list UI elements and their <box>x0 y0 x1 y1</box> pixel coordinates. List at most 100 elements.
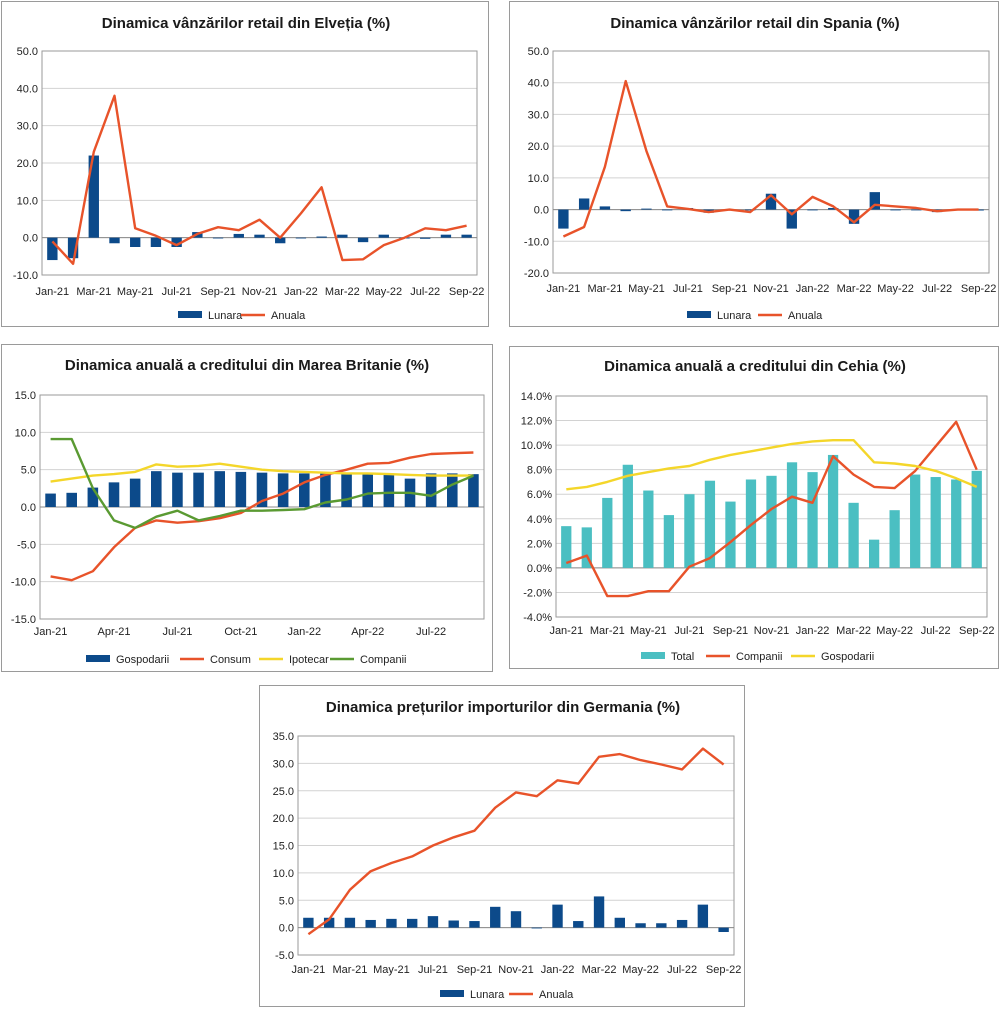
bar <box>88 155 99 238</box>
bar <box>971 470 982 568</box>
x-tick-label: Jul-21 <box>162 286 192 298</box>
legend-label: Companii <box>360 654 406 666</box>
plot-area <box>555 395 988 618</box>
bar <box>357 237 369 243</box>
chart-svg-spania: Dinamica vânzărilor retail din Spania (%… <box>524 15 996 322</box>
x-tick-label: May-21 <box>373 964 410 976</box>
x-tick-label: Jan-22 <box>284 286 318 298</box>
chart-svg-elvetia: Dinamica vânzărilor retail din Elveția (… <box>13 15 484 322</box>
bar <box>593 896 605 928</box>
bar <box>558 209 569 229</box>
legend-label: Anuala <box>539 989 574 1001</box>
bar <box>684 494 695 568</box>
plot-area <box>552 50 990 274</box>
y-tick-label: -15.0 <box>11 614 36 626</box>
series-line-anuala <box>562 79 979 238</box>
bar <box>129 478 141 507</box>
x-tick-label: Jul-22 <box>416 626 446 638</box>
x-tick-label: Jan-22 <box>541 964 575 976</box>
series-line-gospodarii <box>566 438 978 491</box>
bar <box>697 904 709 928</box>
bar <box>662 209 673 211</box>
bar <box>807 472 818 568</box>
y-tick-label: -2.0% <box>523 587 552 599</box>
bar <box>643 490 654 568</box>
bar <box>599 206 611 210</box>
x-tick-label: Sep-21 <box>200 286 235 298</box>
bar <box>212 237 224 239</box>
legend-label: Anuala <box>788 310 823 322</box>
series-line-ipotecar <box>50 462 474 483</box>
bar <box>531 927 542 929</box>
bar <box>973 209 984 211</box>
bar <box>641 208 652 210</box>
bar <box>614 917 625 928</box>
bar <box>930 477 941 568</box>
y-tick-label: 35.0 <box>273 731 294 743</box>
x-tick-label: Nov-21 <box>498 964 533 976</box>
bar <box>848 209 860 224</box>
series-line-consum <box>50 451 474 582</box>
y-tick-label: 0.0 <box>279 923 294 935</box>
y-tick-label: 0.0 <box>21 502 36 514</box>
legend-label: Lunara <box>470 989 505 1001</box>
x-tick-label: Jul-21 <box>162 626 192 638</box>
series-line-companii <box>565 420 978 598</box>
x-tick-label: May-21 <box>630 625 667 637</box>
bar <box>869 192 880 210</box>
bar <box>578 198 590 210</box>
legend-label: Lunara <box>208 310 243 322</box>
legend-swatch <box>440 990 464 997</box>
bar <box>889 510 900 568</box>
y-tick-label: 6.0% <box>527 489 552 501</box>
x-tick-label: Jan-21 <box>292 964 326 976</box>
y-tick-label: -20.0 <box>524 268 549 280</box>
bar <box>468 474 479 507</box>
bar <box>235 471 247 507</box>
x-tick-label: Jul-21 <box>673 283 703 295</box>
y-tick-label: 5.0 <box>279 895 294 907</box>
x-tick-label: Oct-21 <box>224 626 257 638</box>
y-tick-label: -5.0 <box>275 950 294 962</box>
x-tick-label: Jan-22 <box>796 625 830 637</box>
bar <box>765 193 777 210</box>
x-tick-label: Jan-21 <box>34 626 68 638</box>
y-tick-label: 40.0 <box>528 78 549 90</box>
chart-title: Dinamica vânzărilor retail din Elveția (… <box>102 15 390 32</box>
x-tick-label: Mar-22 <box>837 283 872 295</box>
y-tick-label: 8.0% <box>527 465 552 477</box>
y-tick-label: 10.0% <box>521 440 552 452</box>
bar <box>427 916 439 928</box>
bar <box>469 921 480 928</box>
bar <box>807 209 818 211</box>
y-tick-label: 10.0 <box>17 195 38 207</box>
x-tick-label: May-22 <box>365 286 402 298</box>
bar <box>911 209 922 211</box>
bar <box>910 474 921 568</box>
bar <box>745 209 756 211</box>
chart-title: Dinamica prețurilor importurilor din Ger… <box>326 699 680 716</box>
x-tick-label: Sep-22 <box>961 283 996 295</box>
bar <box>951 479 962 568</box>
x-tick-label: Sep-22 <box>706 964 741 976</box>
bar <box>868 539 880 568</box>
x-tick-label: Jan-21 <box>36 286 70 298</box>
x-tick-label: Jul-22 <box>667 964 697 976</box>
bar <box>323 917 335 928</box>
bar <box>214 471 225 507</box>
y-tick-label: -10.0 <box>11 577 36 589</box>
bar <box>786 209 797 229</box>
x-tick-label: Mar-22 <box>836 625 871 637</box>
bar <box>635 923 646 928</box>
bar <box>407 918 418 928</box>
x-tick-label: Sep-21 <box>713 625 748 637</box>
y-tick-label: 14.0% <box>521 391 552 403</box>
bar <box>47 237 58 261</box>
x-tick-label: Jul-21 <box>418 964 448 976</box>
series-line-anuala <box>51 94 467 265</box>
legend-label: Ipotecar <box>289 654 329 666</box>
bar <box>383 473 395 507</box>
x-tick-label: Jul-22 <box>410 286 440 298</box>
bar <box>766 475 777 568</box>
bar <box>656 923 667 928</box>
